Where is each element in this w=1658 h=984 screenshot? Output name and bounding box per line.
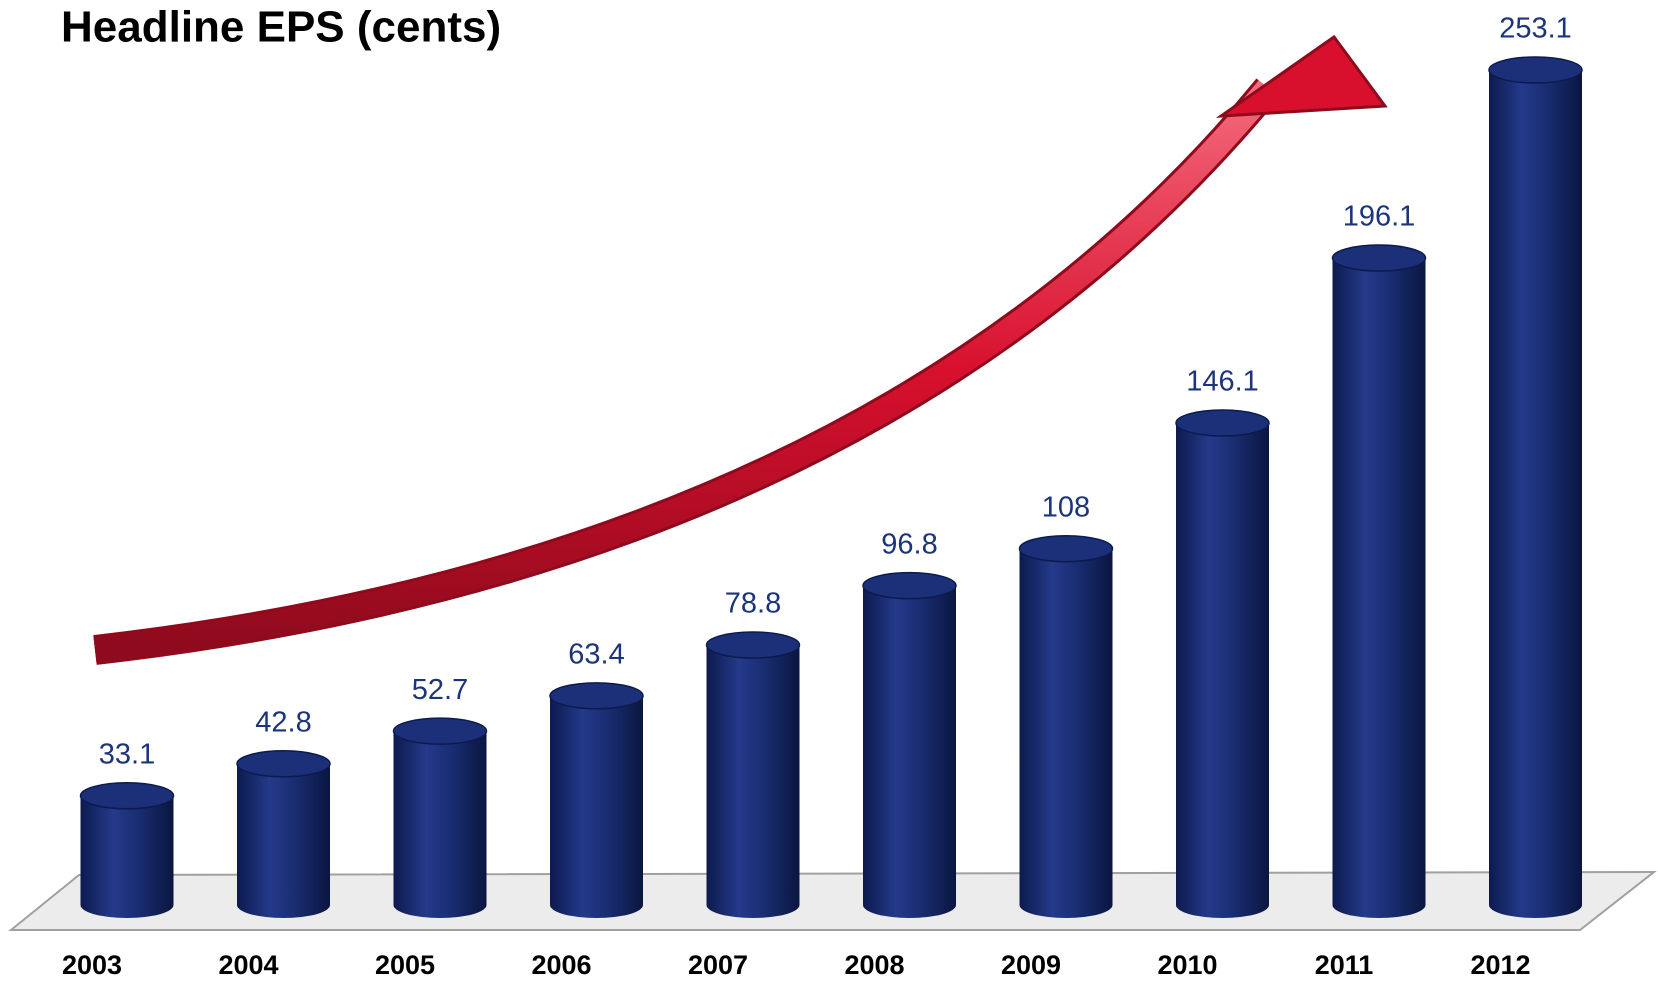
- value-label: 108: [1042, 491, 1090, 523]
- growth-arrow-head: [1215, 34, 1388, 118]
- bar: [1019, 548, 1113, 918]
- bar: [1489, 70, 1582, 918]
- x-tick-label: 2004: [218, 950, 278, 980]
- value-label: 146.1: [1186, 366, 1259, 398]
- value-label: 196.1: [1343, 201, 1416, 233]
- bar-top: [1175, 409, 1270, 437]
- bar: [393, 731, 487, 918]
- bar-top: [549, 682, 644, 710]
- bar: [863, 585, 956, 918]
- bar: [550, 695, 643, 918]
- value-label: 42.8: [255, 706, 311, 738]
- value-label: 33.1: [99, 738, 155, 770]
- x-tick-label: 2008: [844, 950, 904, 980]
- bar-top: [862, 571, 957, 600]
- x-tick-label: 2011: [1315, 950, 1374, 980]
- bar-top: [1488, 56, 1583, 84]
- growth-arrow: [93, 80, 1278, 662]
- bar: [1176, 423, 1269, 918]
- bar-top: [1018, 534, 1114, 563]
- bar: [706, 645, 800, 918]
- value-label: 52.7: [412, 674, 468, 706]
- x-tick-label: 2007: [688, 950, 748, 980]
- value-label: 253.1: [1499, 13, 1572, 45]
- bar: [1332, 258, 1426, 918]
- value-label: 78.8: [725, 588, 781, 620]
- x-tick-label: 2005: [375, 950, 435, 980]
- bar-top: [79, 782, 175, 810]
- bar-top: [705, 631, 801, 659]
- value-label: 96.8: [881, 528, 937, 560]
- x-tick-label: 2012: [1470, 950, 1530, 980]
- bar-top: [392, 717, 488, 745]
- bar: [237, 763, 330, 918]
- bar-top: [1331, 244, 1427, 272]
- x-tick-label: 2010: [1157, 950, 1217, 980]
- chart-title: Headline EPS (cents): [61, 3, 501, 52]
- x-tick-label: 2009: [1001, 950, 1061, 980]
- bar-top: [236, 750, 331, 778]
- x-tick-label: 2006: [531, 950, 591, 980]
- value-label: 63.4: [568, 638, 624, 670]
- x-tick-label: 2003: [62, 950, 122, 980]
- bar: [80, 795, 174, 918]
